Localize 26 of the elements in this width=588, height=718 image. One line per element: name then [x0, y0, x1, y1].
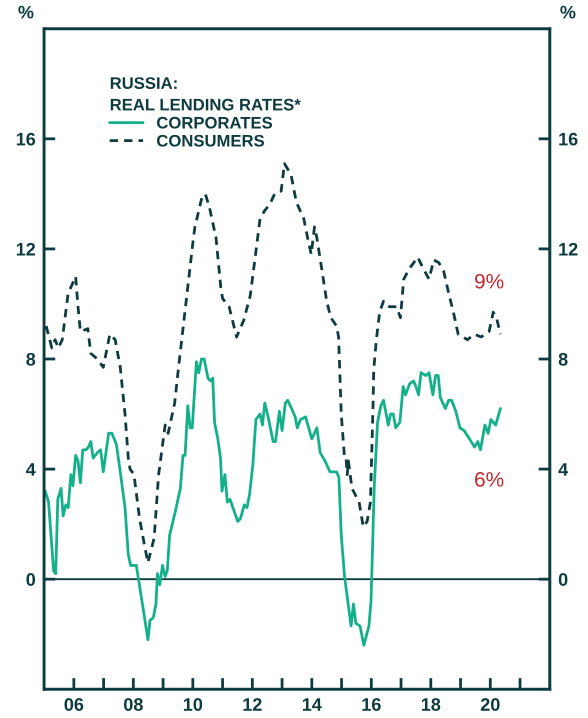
y-tick-label: 0	[26, 573, 36, 586]
annotation: 6%	[475, 472, 504, 487]
line-series	[44, 358, 502, 647]
y-tick-label: 8	[26, 352, 36, 366]
y-tick-label: 16	[16, 132, 36, 146]
y2-tick-label: 0	[558, 573, 568, 586]
y2-tick-label: 8	[558, 352, 568, 366]
legend-title: RUSSIA: REAL LENDING RATES*	[110, 77, 301, 111]
x-tick-label: 18	[422, 698, 440, 711]
x-tick-label: 14	[302, 698, 322, 711]
y-axis-title: %	[18, 6, 34, 19]
x-tick-label: 10	[184, 698, 202, 711]
x-tick-label: 16	[362, 698, 381, 711]
x-tick-label: 08	[124, 698, 143, 711]
y-tick-label: 4	[26, 463, 36, 476]
y-tick-label: 12	[16, 242, 36, 256]
annotation: 9%	[475, 274, 504, 289]
y2-axis-title: %	[560, 6, 576, 19]
y2-tick-label: 12	[559, 242, 578, 256]
x-tick-label: 20	[480, 698, 500, 711]
x-tick-label: 06	[64, 698, 84, 711]
legend-label: CORPORATES	[157, 116, 272, 129]
x-tick-label: 12	[243, 698, 262, 711]
y2-tick-label: 4	[558, 463, 568, 476]
y2-tick-label: 16	[559, 132, 578, 146]
legend-label: CONSUMERS	[157, 134, 264, 147]
